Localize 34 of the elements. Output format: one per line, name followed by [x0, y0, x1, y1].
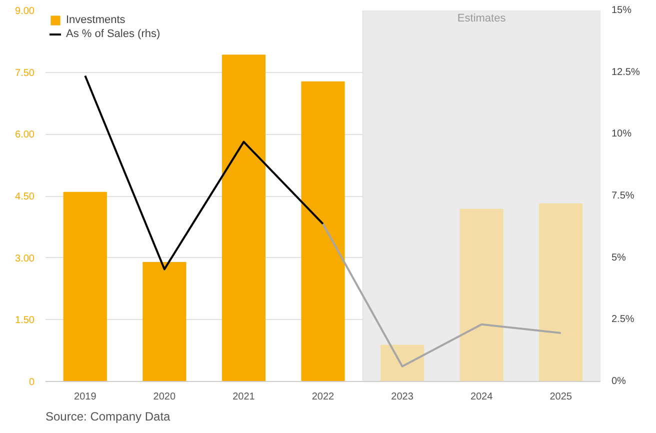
- y-tick-label: 3.00: [15, 253, 35, 264]
- bar: [460, 208, 504, 382]
- legend-label: As % of Sales (rhs): [66, 28, 160, 40]
- x-tick-label: 2022: [312, 392, 335, 402]
- y-tick-label: 1.50: [15, 315, 35, 326]
- y2-tick-label: 10%: [612, 128, 632, 140]
- bar: [222, 54, 266, 382]
- y2-tick-label: 15%: [612, 5, 632, 16]
- band-label: Estimates: [457, 12, 506, 24]
- y-tick-label: 7.50: [15, 68, 35, 79]
- x-tick-label: 2024: [470, 392, 494, 402]
- y-tick-label: 0: [28, 377, 35, 388]
- y2-tick-label: 7.5%: [612, 190, 634, 202]
- y-tick-label: 9.00: [15, 6, 35, 17]
- legend-label: Investments: [66, 14, 126, 26]
- y2-tick-label: 5%: [612, 252, 626, 264]
- y2-tick-label: 2.5%: [612, 314, 634, 326]
- x-tick-label: 2023: [391, 392, 414, 402]
- bar: [142, 262, 186, 382]
- line-series: [84, 74, 324, 270]
- bar: [63, 192, 107, 382]
- bar: [301, 81, 345, 382]
- x-tick-label: 2019: [74, 392, 97, 402]
- x-tick-label: 2025: [550, 392, 572, 402]
- source-note: Source: Company Data: [46, 410, 171, 424]
- y-tick-label: 4.50: [15, 192, 35, 202]
- bar: [380, 344, 424, 382]
- y2-tick-label: 0%: [612, 376, 626, 387]
- line-series: [322, 222, 562, 368]
- y-tick-label: 6.00: [15, 130, 35, 141]
- x-tick-label: 2021: [232, 392, 256, 402]
- bar: [539, 203, 583, 382]
- x-tick-label: 2020: [153, 392, 176, 402]
- y2-tick-label: 12.5%: [612, 66, 640, 78]
